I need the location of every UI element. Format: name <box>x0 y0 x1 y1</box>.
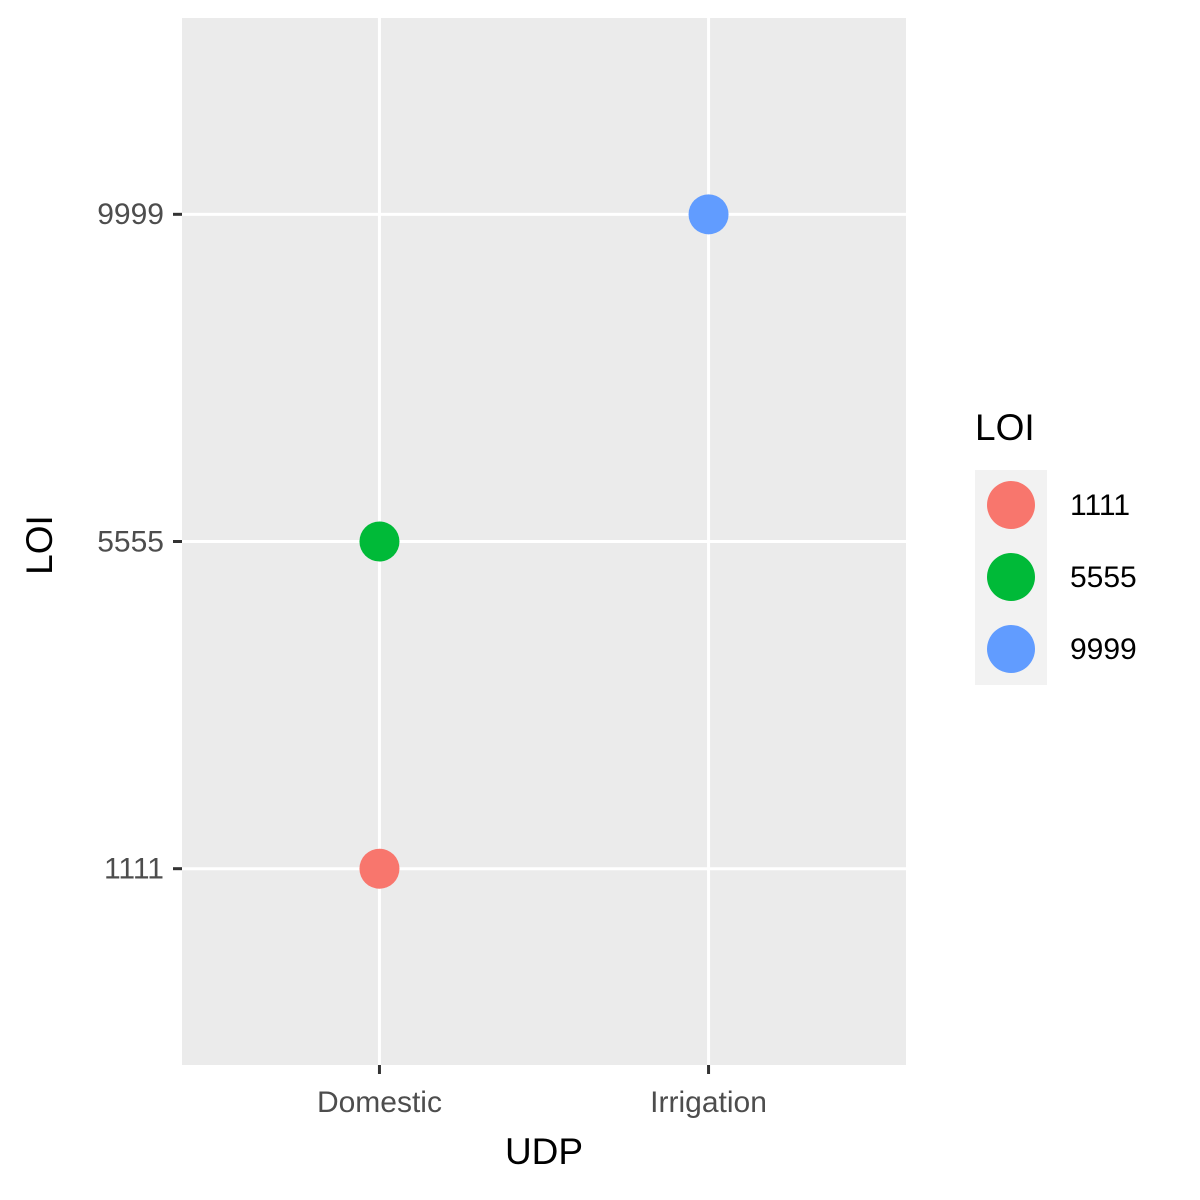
legend-title: LOI <box>975 407 1035 448</box>
y-tick-label: 5555 <box>97 525 164 558</box>
legend-label: 5555 <box>1070 561 1137 594</box>
point <box>359 521 400 562</box>
legend-label: 1111 <box>1070 489 1130 522</box>
y-axis-title: LOI <box>19 515 60 575</box>
x-tick-label: Domestic <box>317 1086 442 1119</box>
legend-key <box>987 553 1035 601</box>
point <box>359 848 400 889</box>
x-axis-title: UDP <box>505 1131 583 1172</box>
legend-key <box>987 625 1035 673</box>
point <box>688 194 729 235</box>
x-tick-label: Irrigation <box>650 1086 767 1119</box>
y-tick-label: 1111 <box>104 853 164 886</box>
y-tick-label: 9999 <box>97 198 164 231</box>
legend-key <box>987 481 1035 529</box>
legend-label: 9999 <box>1070 633 1137 666</box>
